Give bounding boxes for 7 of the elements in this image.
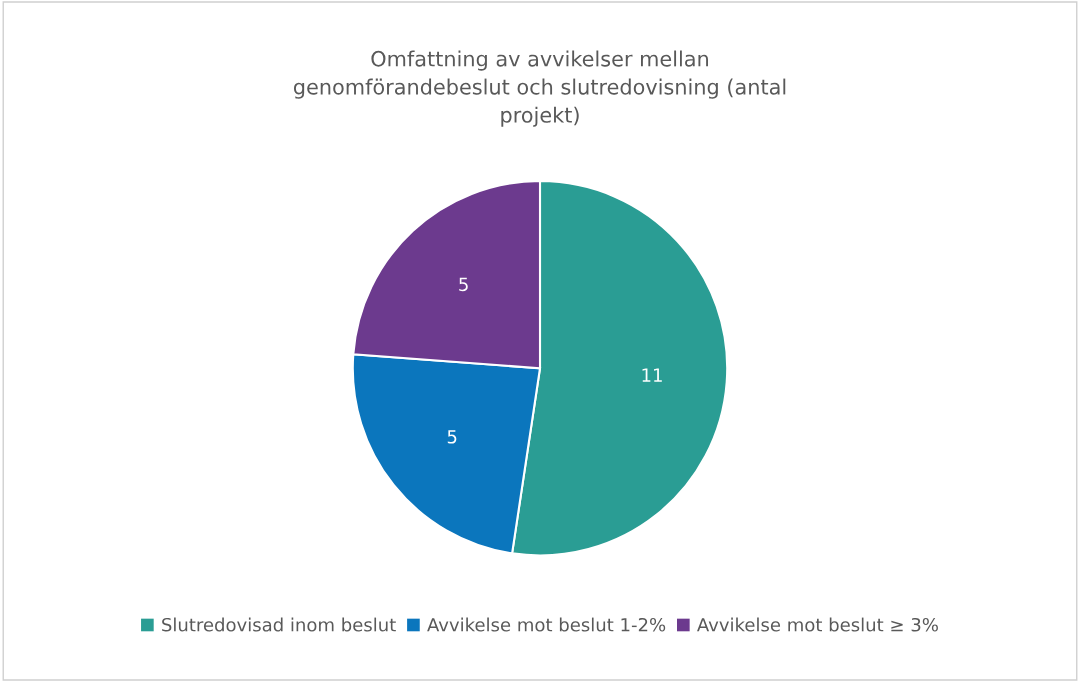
legend-label: Avvikelse mot beslut ≥ 3% (697, 617, 938, 632)
data-label: 5 (459, 277, 468, 292)
data-label: 11 (642, 368, 662, 382)
chart-title: Omfattning av avvikelser mellan genomförandebeslut och slutredovisning (antal projekt) (293, 50, 786, 127)
legend-label: Avvikelse mot beslut 1-2% (427, 617, 666, 632)
legend-label: Slutredovisad inom beslut (162, 617, 396, 632)
data-label: 5 (447, 430, 457, 444)
